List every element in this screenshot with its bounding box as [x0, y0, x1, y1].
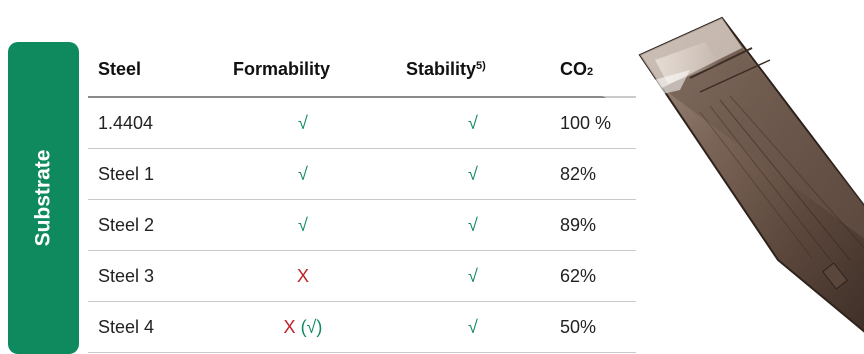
- steel-name: Steel 3: [98, 265, 155, 286]
- table-row: Steel 1 √ √ 82%: [88, 149, 636, 200]
- stability-value: √: [398, 251, 548, 301]
- table-row: Steel 2 √ √ 89%: [88, 200, 636, 251]
- stability-value: √: [398, 98, 548, 148]
- check-icon: (√): [295, 316, 323, 337]
- steel-comparison-table: Steel Formability Stability 5) CO 2 1.4404…: [88, 42, 636, 353]
- table-header-row: Steel Formability Stability 5) CO 2: [88, 42, 636, 98]
- formability-value: √: [228, 98, 378, 148]
- check-icon: √: [298, 163, 308, 184]
- table-row: Steel 3 X √ 62%: [88, 251, 636, 302]
- cross-icon: X: [296, 265, 309, 286]
- header-steel: Steel: [98, 58, 142, 79]
- co2-value: 82%: [560, 163, 597, 184]
- substrate-label: Substrate: [31, 149, 55, 247]
- co2-value: 62%: [560, 265, 597, 286]
- header-co2: CO 2: [560, 58, 594, 79]
- steel-name: Steel 4: [98, 316, 155, 337]
- formability-value: X (√): [228, 302, 378, 352]
- header-stability-label: Stability: [406, 58, 477, 79]
- co2-value: 89%: [560, 214, 597, 235]
- check-icon: √: [298, 214, 308, 235]
- stability-value: √: [398, 302, 548, 352]
- cross-icon: X: [283, 316, 296, 337]
- header-stability: Stability 5): [406, 58, 486, 79]
- check-icon: √: [468, 163, 478, 184]
- header-formability: Formability: [233, 58, 331, 79]
- header-co2-label: CO: [560, 58, 587, 79]
- check-icon: √: [298, 112, 308, 133]
- check-icon: √: [468, 214, 478, 235]
- co2-value: 100 %: [560, 112, 612, 133]
- substrate-tab: Substrate: [8, 42, 79, 354]
- formability-value: √: [228, 200, 378, 250]
- check-icon: √: [468, 112, 478, 133]
- table-row: Steel 4 X (√) √ 50%: [88, 302, 636, 353]
- check-icon: √: [468, 316, 478, 337]
- formability-value: √: [228, 149, 378, 199]
- steel-name: Steel 2: [98, 214, 155, 235]
- table-row: 1.4404 √ √ 100 %: [88, 98, 636, 149]
- stability-value: √: [398, 200, 548, 250]
- steel-name: 1.4404: [98, 112, 154, 133]
- stability-value: √: [398, 149, 548, 199]
- steel-name: Steel 1: [98, 163, 155, 184]
- formability-value: X: [228, 251, 378, 301]
- co2-value: 50%: [560, 316, 597, 337]
- check-icon: √: [468, 265, 478, 286]
